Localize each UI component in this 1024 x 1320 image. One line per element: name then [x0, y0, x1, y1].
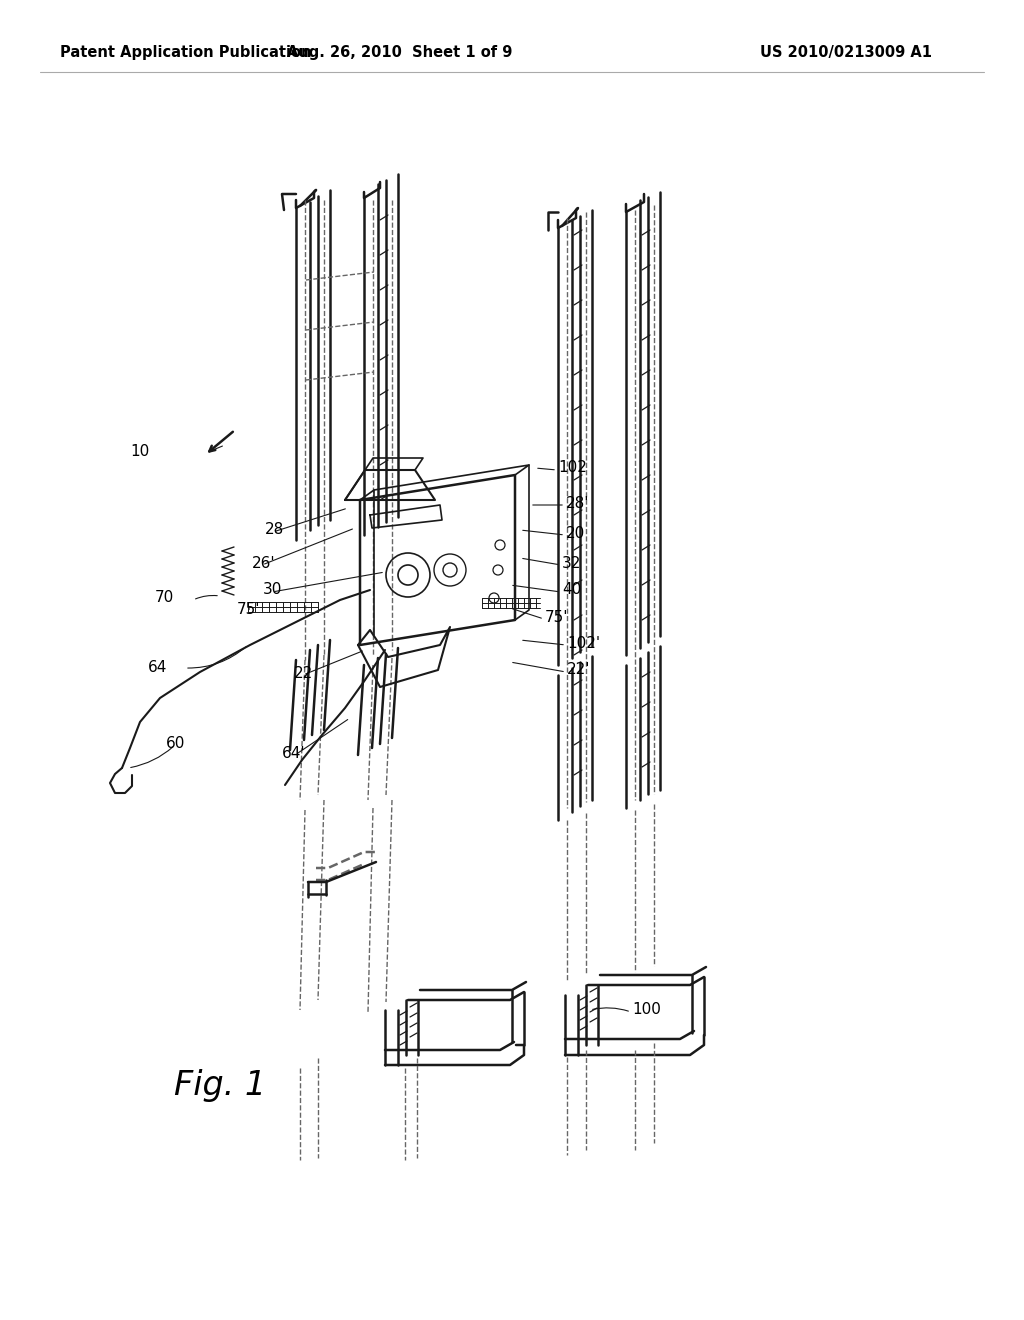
Text: 10: 10 [130, 445, 150, 459]
Text: 75': 75' [545, 610, 568, 624]
Text: 32: 32 [562, 556, 582, 570]
Text: 22: 22 [294, 665, 313, 681]
Text: US 2010/0213009 A1: US 2010/0213009 A1 [760, 45, 932, 59]
Text: Aug. 26, 2010  Sheet 1 of 9: Aug. 26, 2010 Sheet 1 of 9 [288, 45, 513, 59]
Text: 70: 70 [155, 590, 174, 606]
Text: 28': 28' [566, 495, 590, 511]
Text: 26': 26' [252, 556, 275, 570]
Text: 22': 22' [567, 663, 591, 677]
Text: 30: 30 [263, 582, 283, 598]
Text: 28: 28 [265, 523, 285, 537]
Text: 64: 64 [148, 660, 167, 676]
Text: 75': 75' [237, 602, 260, 618]
Text: 102: 102 [558, 461, 587, 475]
Text: 64': 64' [282, 746, 305, 760]
Text: 20: 20 [566, 525, 586, 540]
Text: Fig. 1: Fig. 1 [174, 1068, 266, 1101]
Text: 100: 100 [632, 1002, 660, 1018]
Text: 102': 102' [567, 635, 600, 651]
Text: 60: 60 [166, 735, 185, 751]
Text: Patent Application Publication: Patent Application Publication [60, 45, 311, 59]
Text: 40: 40 [562, 582, 582, 598]
